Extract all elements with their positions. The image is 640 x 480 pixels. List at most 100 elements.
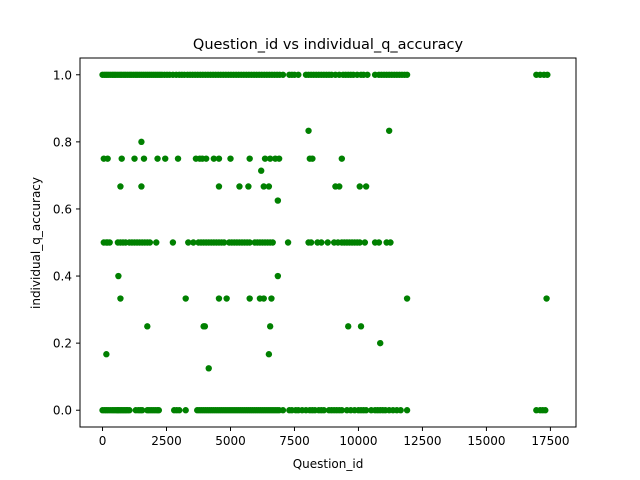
y-tick-label: 0.6 [53, 202, 72, 216]
data-point [397, 407, 404, 414]
data-point [201, 323, 209, 330]
data-point [279, 71, 287, 78]
data-point [126, 407, 133, 414]
data-point [118, 155, 125, 162]
data-point [377, 339, 384, 347]
data-point [236, 183, 243, 190]
data-point [146, 239, 154, 246]
data-point [138, 138, 145, 146]
data-point [246, 155, 253, 162]
data-point [362, 183, 370, 190]
data-point [138, 183, 145, 190]
y-tick-label: 0.8 [53, 135, 72, 149]
data-point [268, 295, 275, 302]
data-point [357, 323, 365, 330]
data-point [153, 239, 160, 246]
data-point [169, 239, 177, 246]
data-point [117, 295, 124, 302]
y-tick-label: 1.0 [53, 68, 72, 82]
data-point [106, 239, 113, 246]
data-point [162, 155, 169, 162]
chart-title: Question_id vs individual_q_accuracy [193, 37, 464, 53]
x-tick-label: 2500 [151, 434, 182, 448]
data-point [155, 407, 163, 414]
data-point [403, 71, 411, 78]
data-point [338, 407, 346, 414]
data-point [309, 155, 316, 162]
data-point [266, 323, 274, 330]
x-axis-ticks: 0 2500 5000 7500 10000 12500 15000 17500 [99, 427, 570, 448]
data-point [284, 239, 292, 246]
x-axis-label: Question_id [293, 457, 364, 471]
data-point [265, 351, 273, 358]
data-point [542, 407, 549, 414]
data-point [544, 71, 551, 78]
data-point [260, 183, 267, 190]
data-point [260, 295, 267, 302]
data-point [117, 183, 124, 190]
data-point [245, 183, 252, 190]
data-point [115, 272, 122, 280]
data-point [210, 155, 218, 162]
data-point [361, 239, 369, 246]
data-point [182, 295, 189, 302]
data-point [190, 239, 197, 246]
data-point [185, 239, 192, 246]
data-point [174, 155, 182, 162]
data-point [265, 183, 273, 190]
data-point [320, 407, 328, 414]
y-tick-label: 0.0 [53, 404, 72, 418]
data-point [205, 365, 212, 372]
data-point [336, 183, 343, 190]
data-point [202, 155, 210, 162]
data-point [345, 323, 352, 330]
x-tick-label: 12500 [403, 434, 441, 448]
data-points [99, 71, 551, 414]
y-tick-label: 0.2 [53, 337, 72, 351]
data-point [274, 197, 282, 204]
y-axis-label: individual_q_accuracy [29, 177, 43, 309]
data-point [543, 295, 550, 302]
data-point [318, 239, 325, 246]
x-tick-label: 5000 [215, 434, 246, 448]
data-point [227, 155, 234, 162]
data-point [182, 407, 189, 414]
data-point [305, 127, 312, 134]
data-point [266, 155, 274, 162]
data-point [274, 272, 282, 280]
data-point [261, 155, 269, 162]
data-point [215, 295, 223, 302]
data-point [356, 183, 363, 190]
data-point [140, 155, 148, 162]
data-point [138, 407, 146, 414]
data-point [338, 155, 346, 162]
x-tick-label: 0 [99, 434, 107, 448]
data-point [215, 155, 223, 162]
data-point [258, 167, 265, 174]
data-point [131, 155, 138, 162]
data-point [364, 71, 371, 78]
data-point [223, 295, 230, 302]
x-tick-label: 17500 [531, 434, 569, 448]
data-point [403, 295, 411, 302]
data-point [403, 407, 411, 414]
x-tick-label: 7500 [279, 434, 310, 448]
data-point [154, 155, 161, 162]
x-tick-label: 10000 [339, 434, 377, 448]
plot-area-frame [79, 57, 577, 428]
data-point [220, 239, 228, 246]
x-tick-label: 15000 [467, 434, 505, 448]
data-point [176, 407, 183, 414]
data-point [324, 239, 331, 246]
data-point [375, 239, 383, 246]
y-axis-ticks: 0.0 0.2 0.4 0.6 0.8 1.0 [53, 68, 80, 418]
data-point [269, 239, 276, 246]
data-point [385, 127, 393, 134]
data-point [144, 323, 151, 330]
y-tick-label: 0.4 [53, 270, 72, 284]
data-point [387, 239, 394, 246]
data-point [279, 407, 287, 414]
data-point [307, 239, 315, 246]
data-point [362, 407, 370, 414]
